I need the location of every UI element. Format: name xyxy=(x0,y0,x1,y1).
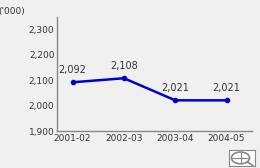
Text: 2,092: 2,092 xyxy=(59,65,87,75)
Text: ('000): ('000) xyxy=(0,7,25,16)
Text: 2,021: 2,021 xyxy=(161,83,189,93)
Text: 2,108: 2,108 xyxy=(110,61,138,71)
Text: 2,021: 2,021 xyxy=(213,83,240,93)
